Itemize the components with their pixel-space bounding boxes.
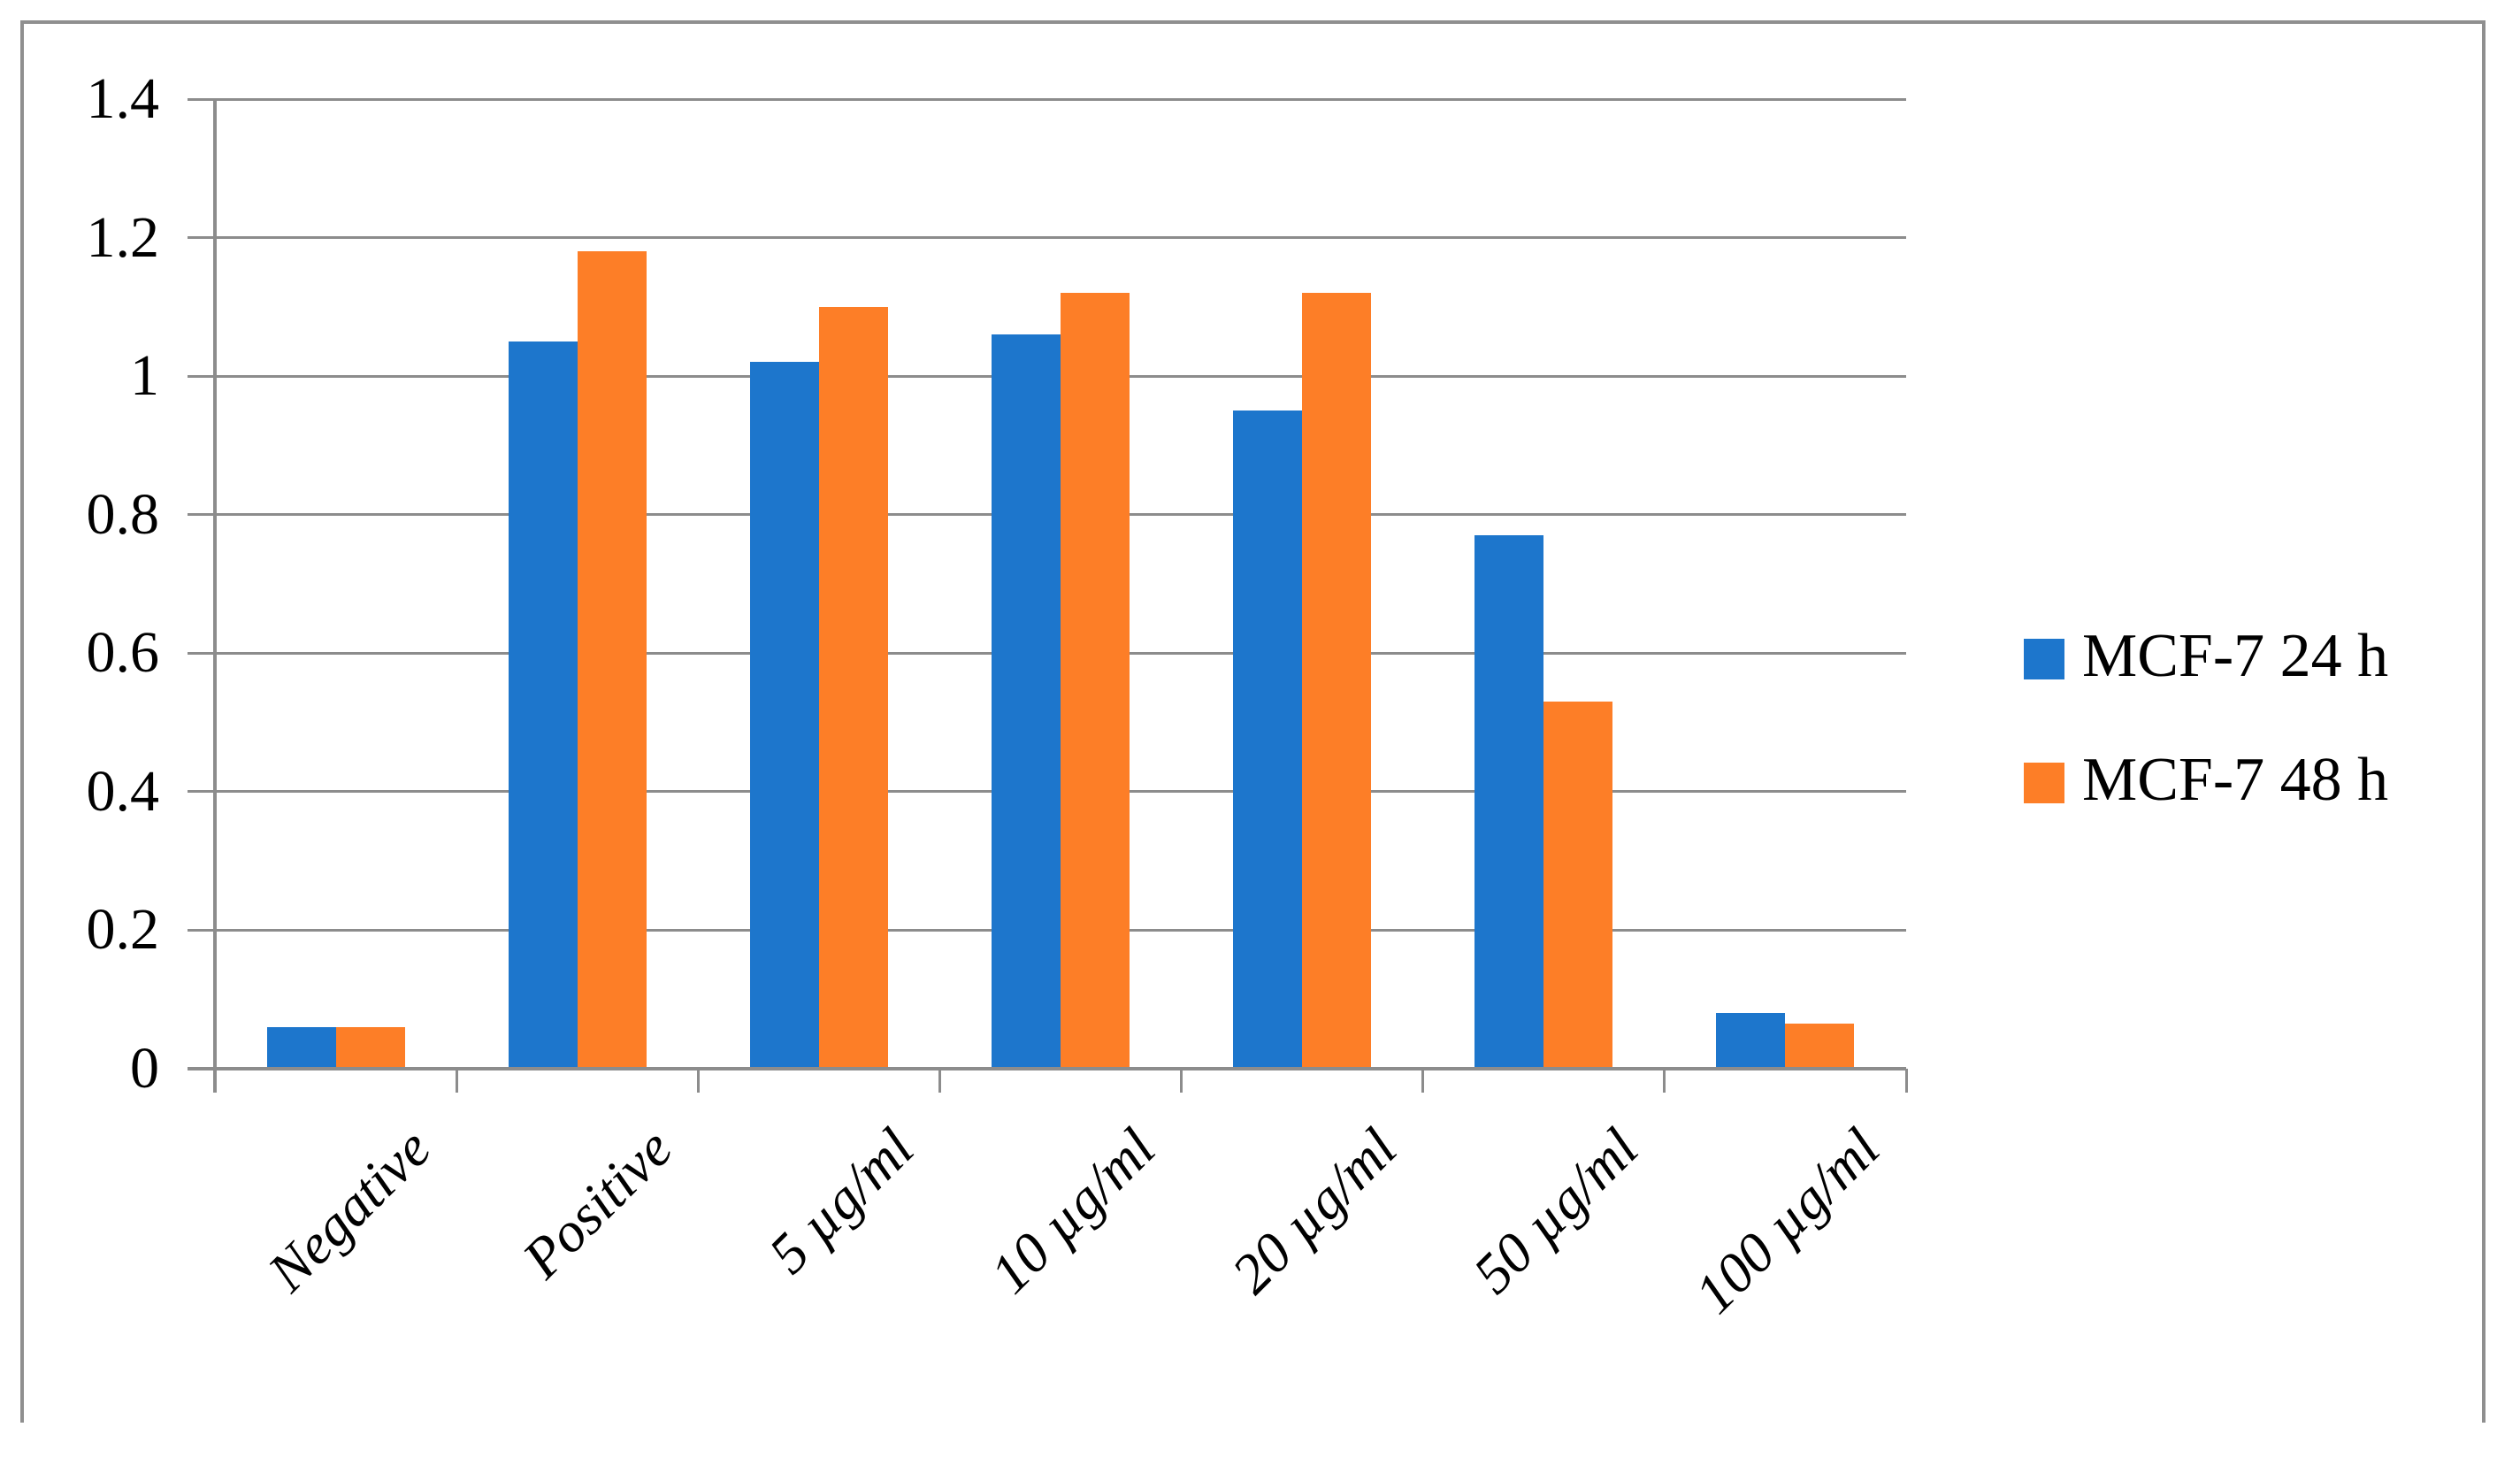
y-axis-tick-0.4	[188, 790, 215, 794]
x-axis-tick-1	[455, 1069, 458, 1093]
legend-item-mcf7-24h: MCF-7 24 h	[2024, 619, 2388, 699]
legend-label-mcf7-48h: MCF-7 48 h	[2082, 746, 2389, 814]
y-axis-label-0.6: 0.6	[86, 620, 160, 686]
chart-frame	[20, 20, 2486, 1423]
y-axis-label-1: 1	[130, 343, 159, 409]
bar-mcf-7-48-h-50-g-ml	[1543, 702, 1613, 1069]
legend-label-mcf7-24h: MCF-7 24 h	[2082, 622, 2389, 690]
y-axis-tick-1	[188, 374, 215, 378]
bar-mcf-7-24-h-10-g-ml	[992, 334, 1061, 1069]
bar-mcf-7-48-h-20-g-ml	[1302, 293, 1372, 1069]
x-axis-tick-2	[696, 1069, 700, 1093]
x-axis-tick-5	[1421, 1069, 1425, 1093]
y-axis-tick-0.8	[188, 513, 215, 517]
bar-mcf-7-24-h-positive	[508, 341, 578, 1069]
legend-swatch-mcf7-24h	[2024, 639, 2064, 679]
y-axis-label-0.4: 0.4	[86, 758, 160, 824]
bar-mcf-7-24-h-50-g-ml	[1474, 535, 1544, 1069]
bar-mcf-7-24-h-5-g-ml	[749, 362, 819, 1069]
bar-mcf-7-24-h-negative	[266, 1027, 336, 1069]
bar-mcf-7-48-h-positive	[577, 251, 647, 1069]
bar-mcf-7-48-h-100-g-ml	[1785, 1024, 1855, 1069]
y-axis-tick-0.2	[188, 928, 215, 932]
y-axis-label-0.2: 0.2	[86, 897, 160, 963]
legend-item-mcf7-48h: MCF-7 48 h	[2024, 743, 2388, 823]
x-axis-tick-3	[938, 1069, 941, 1093]
x-axis-line	[188, 1067, 1906, 1070]
y-axis-tick-1.4	[188, 97, 215, 101]
x-axis-tick-4	[1180, 1069, 1183, 1093]
y-axis-label-1.4: 1.4	[86, 66, 160, 131]
bar-mcf-7-48-h-5-g-ml	[818, 307, 888, 1069]
y-axis-label-1.2: 1.2	[86, 204, 160, 270]
bar-mcf-7-48-h-10-g-ml	[1061, 293, 1130, 1069]
x-axis-tick-6	[1663, 1069, 1666, 1093]
x-axis-tick-7	[1904, 1069, 1908, 1093]
bar-mcf-7-24-h-20-g-ml	[1233, 411, 1303, 1069]
y-axis-line	[213, 99, 217, 1093]
bar-mcf-7-24-h-100-g-ml	[1716, 1013, 1786, 1069]
gridline-y-1.2	[215, 236, 1906, 240]
bar-mcf-7-48-h-negative	[335, 1027, 405, 1069]
x-axis-tick-0	[213, 1069, 217, 1093]
gridline-y-1.4	[215, 97, 1906, 101]
y-axis-tick-0.6	[188, 651, 215, 655]
legend-swatch-mcf7-48h	[2024, 763, 2064, 803]
y-axis-tick-1.2	[188, 236, 215, 240]
y-axis-label-0.8: 0.8	[86, 481, 160, 547]
y-axis-label-0: 0	[130, 1036, 159, 1101]
